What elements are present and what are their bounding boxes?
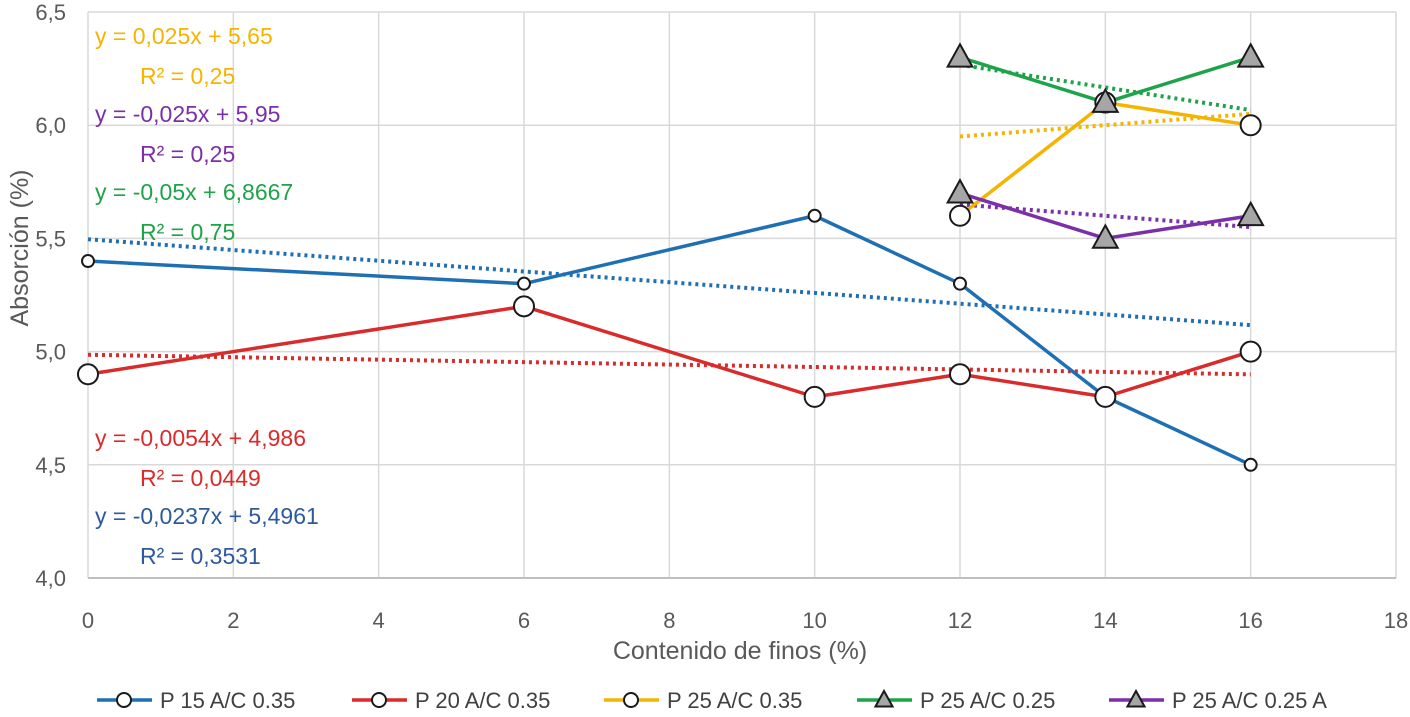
x-tick-label: 8 [663, 608, 675, 633]
legend-item: P 20 A/C 0.35 [352, 688, 550, 713]
data-point-1 [513, 295, 535, 318]
trendline-r2: R² = 0,25 [140, 63, 235, 89]
legend-label: P 25 A/C 0.25 A [1172, 688, 1327, 713]
data-point-0 [1243, 457, 1258, 472]
x-tick-label: 2 [227, 608, 239, 633]
legend: P 15 A/C 0.35 P 20 A/C 0.35 P 25 A/C 0.35 P… [97, 688, 1327, 713]
data-point-4 [1091, 223, 1120, 249]
trendline-r2: R² = 0,0449 [140, 465, 261, 491]
legend-item: P 15 A/C 0.35 [97, 688, 295, 713]
data-point-1 [803, 385, 826, 408]
trendline-r2: R² = 0,75 [140, 219, 235, 245]
series-line-1 [87, 304, 1252, 399]
data-point-4 [1236, 200, 1265, 227]
legend-label: P 25 A/C 0.25 [920, 688, 1055, 713]
trendline-r2: R² = 0,25 [140, 141, 235, 167]
legend-marker [1125, 688, 1147, 708]
x-tick-label: 12 [948, 608, 972, 633]
x-tick-label: 0 [82, 608, 94, 633]
legend-item: P 25 A/C 0.35 [604, 688, 802, 713]
trendline-equations: y = 0,025x + 5,65 R² = 0,25 y = -0,025x + … [95, 23, 319, 569]
y-axis-title: Absorción (%) [6, 170, 34, 327]
data-point-1 [1094, 385, 1117, 408]
trendline-1 [87, 352, 1251, 377]
y-tick-label: 6,5 [35, 0, 66, 25]
legend-marker [873, 688, 895, 708]
data-point-0 [807, 208, 822, 223]
data-point-0 [81, 254, 95, 269]
trendline-r2: R² = 0,3531 [140, 543, 261, 569]
x-tick-label: 6 [518, 608, 530, 633]
data-point-2 [1239, 114, 1262, 137]
legend-item: P 25 A/C 0.25 A [1109, 688, 1327, 713]
legend-marker [371, 692, 387, 708]
gridlines [87, 11, 1397, 579]
y-tick-label: 4,5 [35, 453, 66, 478]
y-tick-label: 4,0 [35, 566, 66, 591]
data-point-3 [1236, 42, 1265, 68]
legend-marker [623, 692, 639, 708]
data-point-1 [77, 363, 99, 386]
axes: 0 2 4 6 8 10 12 14 16 18 4,0 4,5 5,0 5,5 6,0 6,5 [35, 0, 1408, 633]
legend-label: P 25 A/C 0.35 [667, 688, 802, 713]
x-tick-label: 16 [1238, 608, 1262, 633]
data-point-3 [945, 42, 975, 68]
trendline-equation: y = -0,05x + 6,8667 [95, 179, 293, 205]
data-point-3 [1091, 87, 1120, 113]
data-point-0 [517, 276, 531, 291]
series-markers [77, 42, 1265, 472]
x-tick-label: 14 [1093, 608, 1117, 633]
x-tick-label: 4 [373, 608, 385, 633]
trendline-equation: y = -0,0054x + 4,986 [95, 425, 306, 451]
trendline-equation: y = -0,025x + 5,95 [95, 101, 280, 127]
data-point-2 [949, 204, 971, 227]
trendline-0 [87, 237, 1251, 328]
y-tick-label: 5,0 [35, 340, 66, 365]
data-point-0 [953, 276, 967, 291]
legend-item: P 25 A/C 0.25 [857, 688, 1055, 713]
legend-label: P 15 A/C 0.35 [160, 688, 295, 713]
data-point-1 [1239, 340, 1262, 363]
series-line-0 [87, 214, 1252, 467]
x-tick-label: 18 [1384, 608, 1408, 633]
data-point-4 [945, 178, 975, 204]
legend-label: P 20 A/C 0.35 [415, 688, 550, 713]
y-tick-label: 5,5 [35, 226, 66, 251]
trendline-equation: y = -0,0237x + 5,4961 [95, 503, 319, 529]
x-axis-title: Contenido de finos (%) [613, 637, 867, 665]
x-tick-label: 10 [802, 608, 826, 633]
trendline-equation: y = 0,025x + 5,65 [95, 23, 273, 49]
y-tick-label: 6,0 [35, 113, 66, 138]
legend-marker [116, 692, 132, 708]
data-point-1 [949, 363, 971, 386]
